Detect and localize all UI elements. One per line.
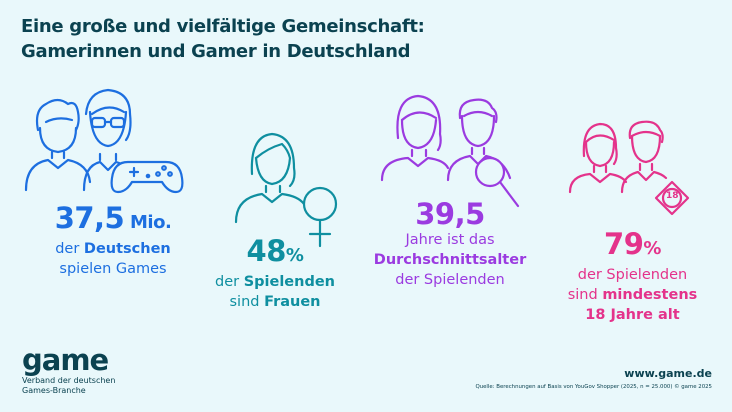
stat-text-bold: Deutschen — [83, 241, 171, 257]
logo-wordmark: game — [22, 343, 109, 377]
game-logo: game Verband der deutschen Games-Branche — [22, 346, 115, 396]
age-18-badge-label: 18 — [666, 191, 679, 201]
stat-text-bold: Spielenden — [243, 274, 335, 290]
stat-value: 37,5 — [54, 201, 125, 235]
stat-unit: % — [285, 245, 304, 266]
stat-text-bold: mindestens — [602, 287, 698, 303]
stat-players-count: 37,5 Mio. der Deutschen spielen Games — [18, 202, 208, 279]
couple-with-magnifier-icon — [380, 94, 520, 208]
couple-with-age-18-badge-icon — [568, 120, 690, 216]
stat-adults-share: 79% der Spielenden sind mindestens 18 Ja… — [550, 228, 715, 325]
stat-text: der Spielenden — [395, 272, 505, 288]
title-line-1: Eine große und vielfältige Gemeinschaft: — [21, 16, 425, 37]
logo-subtitle: Verband der deutschen Games-Branche — [22, 376, 115, 396]
stat-value: 48 — [246, 234, 287, 268]
logo-subtitle-line-1: Verband der deutschen — [22, 376, 116, 385]
stat-value: 39,5 — [415, 197, 485, 231]
stat-text: Jahre ist das — [405, 232, 495, 248]
page-title: Eine große und vielfältige Gemeinschaft:… — [21, 14, 425, 64]
source-note: Quelle: Berechnungen auf Basis von YouGo… — [475, 384, 712, 390]
stat-unit: Mio. — [124, 212, 172, 233]
stat-text: sind — [567, 287, 603, 303]
stat-text-bold: Durchschnittsalter — [373, 252, 527, 268]
website-link[interactable]: www.game.de — [624, 367, 712, 380]
stat-text: der Spielenden — [577, 267, 688, 283]
stat-value: 79 — [604, 227, 644, 261]
title-line-2: Gamerinnen und Gamer in Deutschland — [21, 41, 411, 62]
stat-average-age: 39,5 Jahre ist das Durchschnittsalter de… — [355, 198, 545, 290]
stat-text: der — [55, 241, 84, 257]
stat-text-bold: Frauen — [264, 294, 321, 310]
stat-women-share: 48% der Spielenden sind Frauen — [200, 235, 350, 312]
stat-text: der — [215, 274, 244, 290]
stat-text: spielen Games — [59, 261, 167, 277]
family-with-controller-icon — [24, 88, 184, 194]
stat-text-bold: 18 Jahre alt — [585, 307, 680, 323]
stat-unit: % — [643, 238, 661, 259]
woman-with-female-symbol-icon — [234, 132, 338, 248]
stat-text: sind — [229, 294, 265, 310]
logo-subtitle-line-2: Games-Branche — [22, 386, 86, 395]
